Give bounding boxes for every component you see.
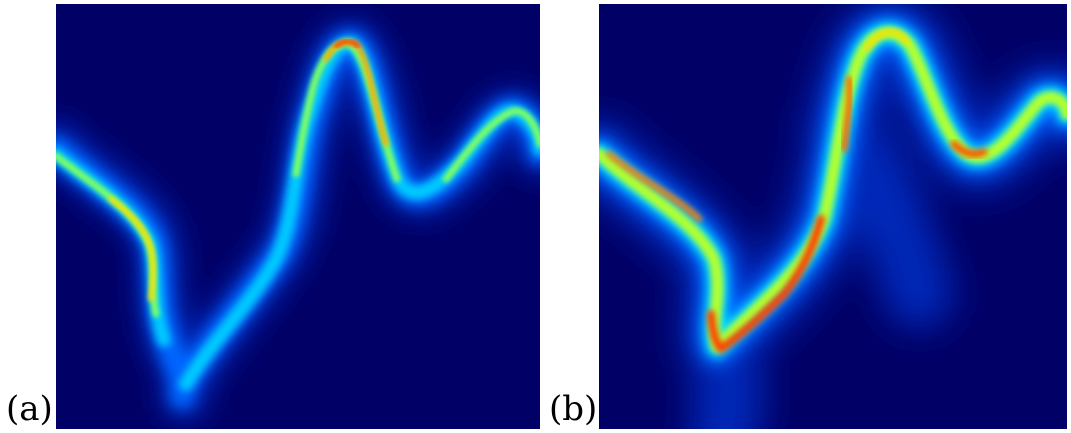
panel-a-heatmap <box>56 4 540 429</box>
panel-b-heatmap-svg <box>599 4 1067 429</box>
panel-a-heatmap-svg <box>56 4 540 429</box>
panel-b-label: (b) <box>549 389 598 429</box>
panel-a-label: (a) <box>6 389 53 429</box>
panel-b-heatmap <box>599 4 1067 429</box>
